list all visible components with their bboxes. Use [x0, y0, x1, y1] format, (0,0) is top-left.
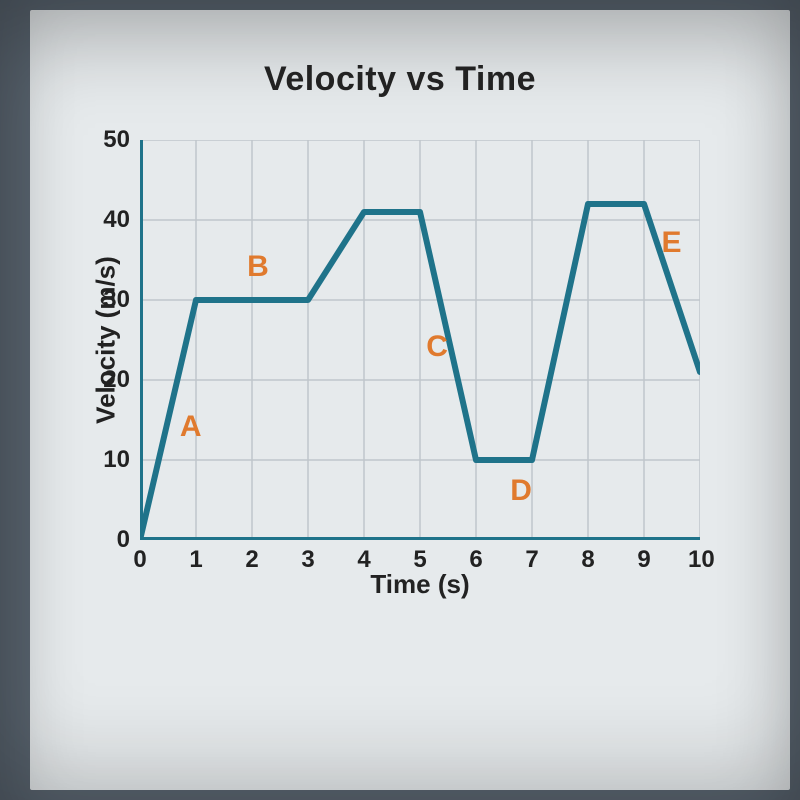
annotation-b: B	[247, 250, 269, 284]
y-axis-label: Velocity (m/s)	[91, 256, 122, 424]
annotation-d: D	[510, 474, 532, 508]
x-tick-label: 1	[184, 546, 208, 574]
x-tick-label: 7	[520, 546, 544, 574]
y-tick-label: 40	[90, 206, 130, 234]
x-tick-label: 3	[296, 546, 320, 574]
plot-svg	[140, 140, 700, 540]
annotation-a: A	[180, 410, 202, 444]
chart-title: Velocity vs Time	[60, 60, 740, 99]
y-tick-label: 10	[90, 446, 130, 474]
annotation-e: E	[662, 226, 682, 260]
velocity-time-chart: Velocity vs Time 01020304050012345678910…	[60, 60, 740, 660]
plot-area: 01020304050012345678910 ABCDE Velocity (…	[140, 140, 700, 540]
x-tick-label: 8	[576, 546, 600, 574]
x-tick-label: 9	[632, 546, 656, 574]
y-tick-label: 0	[90, 526, 130, 554]
x-tick-label: 10	[688, 546, 712, 574]
annotation-c: C	[426, 330, 448, 364]
x-tick-label: 0	[128, 546, 152, 574]
y-tick-label: 50	[90, 126, 130, 154]
x-axis-label: Time (s)	[370, 569, 469, 600]
x-tick-label: 2	[240, 546, 264, 574]
